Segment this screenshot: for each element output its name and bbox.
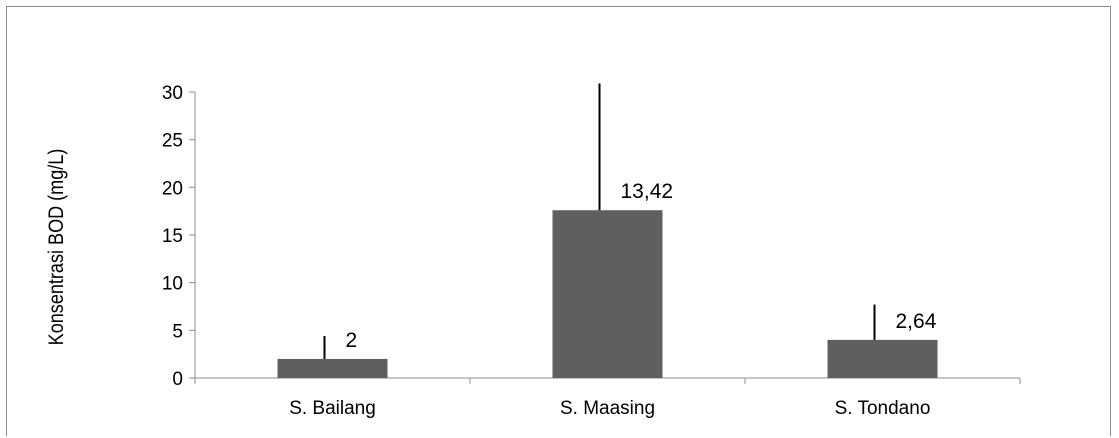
data-label: 13,42	[621, 180, 674, 203]
y-tick-label: 30	[162, 83, 183, 104]
labels: 2 S. Bailang 13,42 S. Maasing 2,64 S. Tondano	[289, 180, 937, 419]
chart-frame	[6, 6, 1111, 436]
y-tick-label: 15	[162, 226, 183, 247]
x-category-label: S. Maasing	[560, 398, 655, 419]
error-bars	[323, 83, 876, 359]
y-tick-label: 0	[172, 369, 183, 390]
bars	[277, 210, 938, 378]
bar-s-tondano	[827, 339, 938, 378]
y-tick-label: 25	[162, 131, 183, 152]
bar-s-maasing	[552, 210, 663, 378]
x-category-label: S. Bailang	[289, 398, 376, 419]
data-label: 2,64	[896, 310, 937, 333]
y-axis-title: Konsentrasi BOD (mg/L)	[45, 149, 69, 346]
data-label: 2	[346, 329, 358, 352]
y-tick-label: 5	[172, 321, 183, 342]
y-tick-label: 10	[162, 274, 183, 295]
x-category-label: S. Tondano	[835, 398, 931, 419]
bar-s-bailang	[277, 358, 388, 378]
y-tick-label: 20	[162, 178, 183, 199]
